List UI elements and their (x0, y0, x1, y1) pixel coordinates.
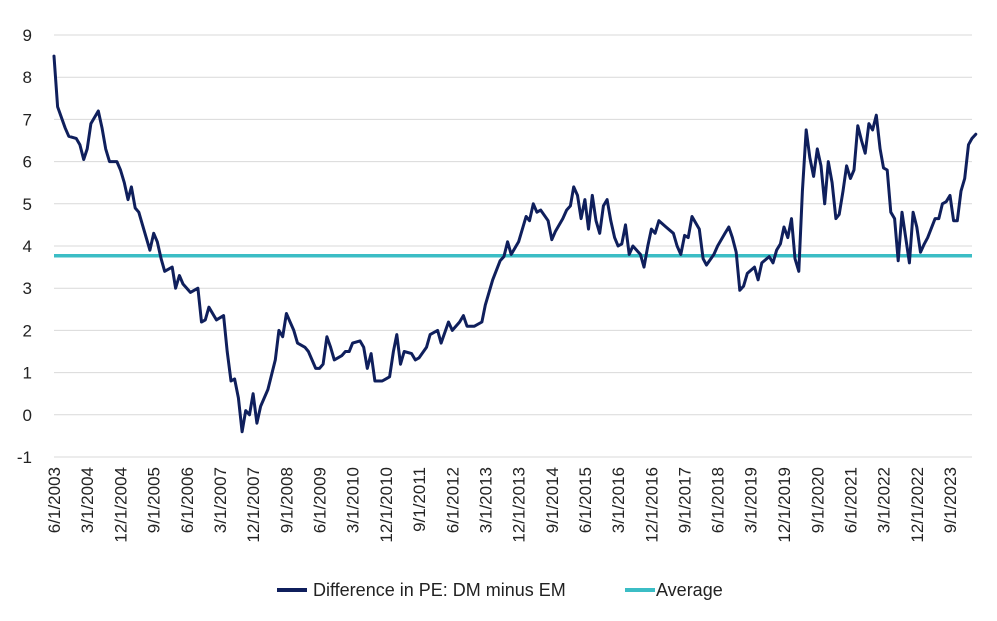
x-tick-label: 12/1/2016 (642, 467, 661, 543)
x-tick-label: 12/1/2010 (377, 467, 396, 543)
x-tick-label: 12/1/2019 (775, 467, 794, 543)
x-tick-label: 6/1/2012 (443, 467, 462, 533)
series-line-difference (52, 54, 978, 434)
x-tick-label: 3/1/2019 (742, 467, 761, 533)
y-tick-label: 7 (23, 110, 32, 129)
y-tick-label: 3 (23, 279, 32, 298)
y-tick-label: 2 (23, 321, 32, 340)
x-tick-label: 9/1/2014 (543, 467, 562, 533)
gridlines (54, 34, 972, 458)
y-axis-tick-labels: -1 0 1 2 3 4 5 6 7 8 9 (17, 26, 32, 467)
x-tick-label: 6/1/2021 (841, 467, 860, 533)
x-tick-label: 6/1/2006 (178, 467, 197, 533)
x-tick-label: 6/1/2009 (311, 467, 330, 533)
y-tick-label: 1 (23, 364, 32, 383)
x-tick-label: 9/1/2017 (676, 467, 695, 533)
x-tick-label: 9/1/2023 (941, 467, 960, 533)
x-tick-label: 3/1/2004 (78, 467, 97, 533)
x-tick-label: 9/1/2020 (808, 467, 827, 533)
x-tick-label: 12/1/2022 (908, 467, 927, 543)
x-axis-tick-labels: 6/1/2003 3/1/2004 12/1/2004 9/1/2005 6/1/200… (45, 467, 960, 543)
y-tick-label: 4 (23, 237, 32, 256)
x-tick-label: 12/1/2007 (244, 467, 263, 543)
x-tick-label: 9/1/2008 (277, 467, 296, 533)
y-tick-label: 6 (23, 153, 32, 172)
x-tick-label: 3/1/2022 (874, 467, 893, 533)
x-tick-label: 6/1/2003 (45, 467, 64, 533)
x-tick-label: 3/1/2010 (344, 467, 363, 533)
y-tick-label: 5 (23, 195, 32, 214)
x-tick-label: 12/1/2004 (111, 467, 130, 543)
y-tick-label: 0 (23, 406, 32, 425)
x-tick-label: 9/1/2011 (410, 467, 429, 532)
legend-label-difference: Difference in PE: DM minus EM (313, 580, 566, 600)
x-tick-label: 3/1/2016 (609, 467, 628, 533)
y-tick-label: 9 (23, 26, 32, 45)
x-tick-label: 3/1/2013 (476, 467, 495, 533)
y-tick-label: 8 (23, 68, 32, 87)
series-lines (52, 54, 978, 434)
legend: Difference in PE: DM minus EM Average (277, 580, 723, 600)
x-tick-label: 3/1/2007 (211, 467, 230, 533)
legend-label-average: Average (656, 580, 723, 600)
y-tick-label: -1 (17, 448, 32, 467)
x-tick-label: 6/1/2018 (709, 467, 728, 533)
x-tick-label: 6/1/2015 (576, 467, 595, 533)
x-tick-label: 9/1/2005 (145, 467, 164, 533)
x-tick-label: 12/1/2013 (510, 467, 529, 543)
